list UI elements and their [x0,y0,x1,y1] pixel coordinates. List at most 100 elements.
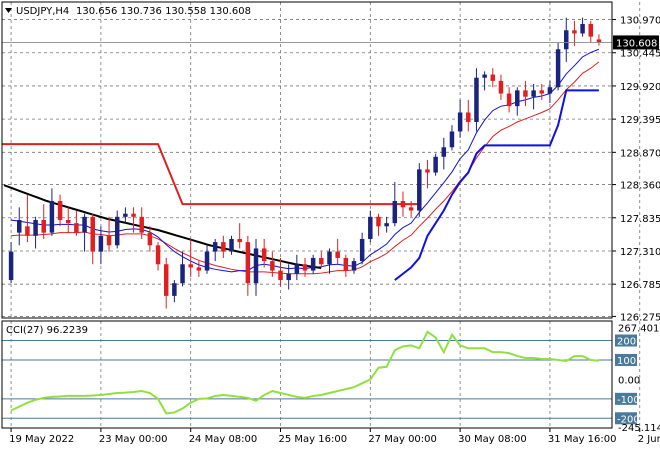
candle-bull [33,219,38,236]
candle-bull [204,251,210,271]
black-trend-line [3,184,322,270]
y-tick-label: 129.920 [620,82,660,93]
x-tick-label: 19 May 2022 [9,434,74,445]
candle-bull [392,201,398,224]
x-tick-label: 23 May 00:00 [99,434,168,445]
candle-bear [572,30,577,34]
candle-bear [400,201,406,208]
candle-bull [564,30,569,50]
candle-bull [212,242,218,252]
candle-bull [49,201,55,233]
x-tick-label: 24 May 08:00 [189,434,258,445]
y-tick-label: 127.310 [620,247,660,258]
candle-bull [531,90,536,97]
price-panel [2,17,659,309]
candle-bull [327,251,332,265]
symbol-label: USDJPY,H4 [16,6,69,17]
candle-bear [376,216,381,227]
grid-lines [2,2,641,428]
candle-bear [539,90,545,94]
candle-bull [474,77,479,122]
candle-bull [294,264,300,274]
candle-bull [515,90,520,107]
candle-bear [270,261,275,271]
candle-bear [25,226,30,236]
candle-bear [237,238,242,243]
cci-panel [2,330,637,425]
y-tick-label: 128.870 [620,148,660,159]
candle-bull [310,257,316,271]
candle-bull [359,238,365,262]
cci-level-tag [615,353,637,366]
cci-tick-label: -100 [617,395,640,406]
candle-bear [131,213,136,217]
y-tick-label: 130.445 [620,49,660,60]
y-tick-label: 127.835 [620,214,660,225]
indicator-label: CCI(27) 96.2239 [6,325,88,336]
candle-bear [147,232,153,246]
candle-bear [588,23,593,37]
cci-tick-label: -245.1144 [618,423,660,434]
candle-bear [319,257,324,265]
candle-bear [490,74,496,81]
candle-bull [253,248,259,284]
axes [1,1,641,432]
candle-bear [221,242,226,252]
x-tick-label: 31 May 16:00 [548,434,617,445]
x-tick-label: 25 May 16:00 [279,434,348,445]
candle-bear [335,251,340,258]
candle-bull [555,49,561,88]
y-tick-label: 126.785 [620,280,660,291]
ohlc-label: 130.656 130.736 130.558 130.608 [76,6,251,17]
candle-bear [74,223,79,233]
candle-bull [229,238,234,252]
candle-bear [106,235,112,246]
candle-bear [57,201,63,220]
candle-bull [17,219,22,233]
candle-bear [523,90,528,97]
cci-line [10,330,600,415]
candle-bear [155,245,161,265]
x-tick-label: 27 May 00:00 [368,434,437,445]
candle-bear [196,267,202,271]
candle-bear [466,112,471,122]
candle-bear [343,257,349,271]
y-tick-label: 128.360 [620,181,660,192]
candle-bull [286,273,291,281]
current-price-tag [613,35,659,50]
candle-bull [368,216,373,239]
candle-bull [417,169,422,211]
candle-bear [596,39,602,43]
cci-tick-label: -200 [617,414,640,425]
cci-level-tag [615,412,637,425]
candle-bull [482,74,487,78]
candle-bear [425,169,430,173]
cci-panel-frame [1,320,613,429]
candle-bear [245,242,251,284]
tick-labels: 130.970 130.445 129.920 129.395 128.870 128.3… [9,16,660,445]
candle-bull [123,213,128,217]
candle-bull [384,223,389,227]
candle-bull [180,264,185,284]
dropdown-triangle-icon[interactable] [5,8,12,13]
candle-bear [408,207,414,211]
current-price-label: 130.608 [616,38,657,49]
candle-bear [90,216,95,252]
candle-bull [433,156,438,173]
candle-bull [8,251,14,281]
cci-tick-label: 267.401 [618,323,659,334]
candle-bear [188,264,193,268]
x-tick-label: 2 Jun 00:00 [638,434,660,445]
candle-bear [278,270,283,281]
price-panel-frame [1,1,613,319]
y-tick-label: 129.395 [620,115,660,126]
x-tick-label: 30 May 08:00 [458,434,527,445]
cci-tick-label: 200 [617,337,636,348]
candle-bull [547,87,553,94]
candle-bear [261,248,267,262]
candle-bull [172,283,177,296]
candle-bear [65,219,71,224]
candle-bear [139,216,144,233]
